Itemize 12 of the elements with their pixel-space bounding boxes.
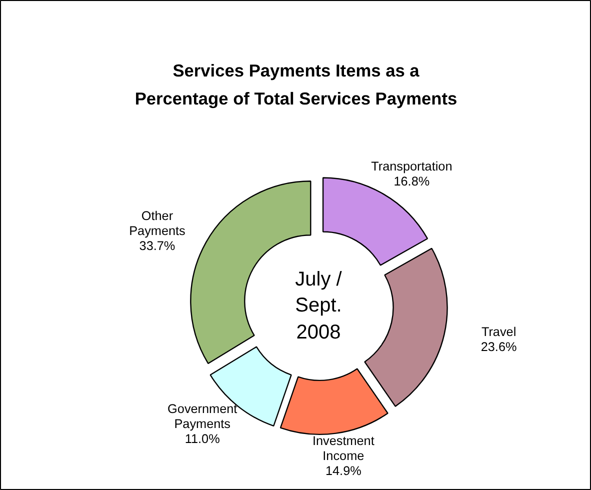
- text: July / Sept. 2008: [295, 268, 342, 344]
- slice-label: Other Payments: [129, 209, 186, 238]
- slice-label: Transportation: [371, 160, 452, 174]
- chart-title: Services Payments Items as a Percentage of Total Services Payments: [134, 60, 458, 108]
- slice-label: Investment Income: [312, 434, 375, 464]
- data-label: 14.9%: [325, 464, 362, 478]
- data-label: 23.6%: [480, 340, 517, 354]
- data-label: 16.8%: [394, 174, 430, 189]
- slice-label: Travel: [481, 325, 516, 340]
- slice-label: Government Payments: [168, 402, 238, 431]
- data-label: 33.7%: [139, 239, 176, 254]
- data-label: 11.0%: [184, 432, 220, 446]
